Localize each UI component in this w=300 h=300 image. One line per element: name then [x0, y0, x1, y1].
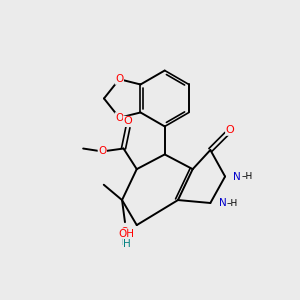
- Text: N: N: [233, 172, 241, 182]
- Text: OH: OH: [118, 229, 134, 238]
- Text: H: H: [121, 238, 129, 248]
- Text: O: O: [115, 74, 123, 84]
- Text: O: O: [115, 113, 123, 123]
- Text: O: O: [226, 125, 235, 135]
- Text: –H: –H: [227, 199, 238, 208]
- Text: O: O: [121, 227, 129, 237]
- Text: –H: –H: [242, 172, 253, 181]
- Text: O: O: [98, 146, 106, 157]
- Text: H: H: [123, 239, 130, 249]
- Text: O: O: [124, 116, 132, 126]
- Text: N: N: [219, 198, 226, 208]
